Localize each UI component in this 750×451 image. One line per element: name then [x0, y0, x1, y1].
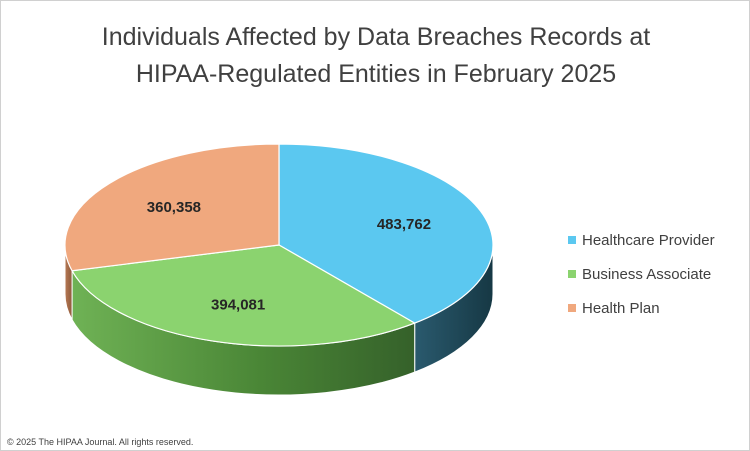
legend-label-business-associate: Business Associate	[582, 265, 712, 283]
pie-labels: 483,762 394,081 360,358	[147, 199, 431, 314]
legend-label-healthcare-provider: Healthcare Provider	[582, 231, 715, 249]
legend-item-business-associate: Business Associate	[568, 257, 748, 291]
pie-slice-health-plan	[64, 143, 280, 272]
pie-slice-healthcare-provider	[278, 143, 494, 324]
data-label-health-plan: 360,358	[147, 199, 201, 216]
pie-slice-business-associate	[71, 244, 416, 347]
data-label-business-associate: 394,081	[211, 297, 265, 314]
legend-item-healthcare-provider: Healthcare Provider	[568, 223, 748, 257]
chart-title-line-1: Individuals Affected by Data Breaches Re…	[101, 23, 651, 51]
copyright-notice: © 2025 The HIPAA Journal. All rights res…	[7, 437, 194, 447]
legend-swatch-business-associate	[568, 270, 576, 278]
legend: Healthcare Provider Business Associate Hea…	[568, 223, 748, 325]
chart-title-line-2: HIPAA-Regulated Entities in February 202…	[135, 60, 617, 88]
legend-label-health-plan: Health Plan	[582, 299, 660, 317]
legend-item-health-plan: Health Plan	[568, 291, 748, 325]
chart-title: Individuals Affected by Data Breaches Re…	[1, 19, 749, 93]
data-label-healthcare-provider: 483,762	[377, 216, 431, 233]
legend-swatch-healthcare-provider	[568, 236, 576, 244]
pie-tops	[64, 143, 494, 347]
legend-swatch-health-plan	[568, 304, 576, 312]
